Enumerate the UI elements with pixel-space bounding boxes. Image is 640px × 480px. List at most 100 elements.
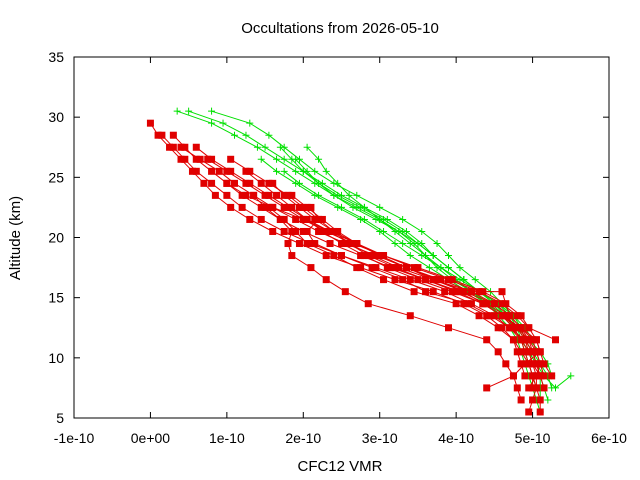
data-point-square xyxy=(502,360,510,368)
data-point-square xyxy=(238,203,246,211)
data-point-square xyxy=(246,167,254,175)
data-point-square xyxy=(288,227,296,235)
data-point-square xyxy=(368,264,376,272)
data-point-square xyxy=(483,312,491,320)
data-point-square xyxy=(437,276,445,284)
data-point-square xyxy=(395,264,403,272)
data-point-plus xyxy=(471,276,479,284)
data-point-square xyxy=(525,336,533,344)
y-tick-label: 25 xyxy=(48,169,64,185)
data-point-square xyxy=(357,264,365,272)
data-point-square xyxy=(456,288,464,296)
data-point-square xyxy=(529,336,537,344)
data-point-plus xyxy=(567,372,575,380)
data-point-plus xyxy=(418,227,426,235)
data-point-plus xyxy=(246,119,254,127)
data-point-square xyxy=(532,372,540,380)
data-point-square xyxy=(494,324,502,332)
data-point-square xyxy=(158,131,166,139)
data-point-square xyxy=(467,300,475,308)
data-point-plus xyxy=(280,167,288,175)
data-point-square xyxy=(383,264,391,272)
data-point-square xyxy=(364,252,372,260)
red-profile-series xyxy=(303,203,544,380)
data-point-square xyxy=(529,360,537,368)
data-point-square xyxy=(548,372,556,380)
data-point-square xyxy=(227,155,235,163)
data-point-plus xyxy=(391,240,399,248)
data-point-square xyxy=(509,372,517,380)
data-point-square xyxy=(223,179,231,187)
data-point-square xyxy=(521,336,529,344)
data-point-plus xyxy=(429,252,437,260)
data-point-square xyxy=(498,324,506,332)
data-point-square xyxy=(257,203,265,211)
data-point-square xyxy=(525,408,533,416)
data-point-plus xyxy=(257,155,265,163)
data-point-plus xyxy=(406,240,414,248)
data-point-square xyxy=(364,300,372,308)
data-point-square xyxy=(399,276,407,284)
data-point-square xyxy=(540,372,548,380)
data-point-square xyxy=(215,167,223,175)
x-tick-label: 4e-10 xyxy=(438,430,474,446)
data-point-square xyxy=(288,252,296,260)
data-point-square xyxy=(490,312,498,320)
data-point-square xyxy=(536,396,544,404)
data-point-square xyxy=(315,227,323,235)
data-point-plus xyxy=(219,119,227,127)
data-point-square xyxy=(341,240,349,248)
data-point-square xyxy=(276,215,284,223)
data-point-square xyxy=(295,203,303,211)
data-point-square xyxy=(353,240,361,248)
data-point-square xyxy=(498,288,506,296)
data-point-plus xyxy=(360,215,368,223)
chart-title: Occultations from 2026-05-10 xyxy=(241,20,439,37)
data-point-square xyxy=(536,360,544,368)
data-point-square xyxy=(460,300,468,308)
data-point-square xyxy=(242,179,250,187)
data-point-square xyxy=(402,264,410,272)
red-profile-series xyxy=(265,203,529,380)
data-point-plus xyxy=(349,203,357,211)
data-point-square xyxy=(204,155,212,163)
data-point-square xyxy=(257,215,265,223)
data-point-plus xyxy=(273,167,281,175)
data-point-square xyxy=(265,179,273,187)
y-tick-label: 35 xyxy=(48,49,64,65)
data-point-square xyxy=(330,252,338,260)
data-point-square xyxy=(452,288,460,296)
data-point-plus xyxy=(173,107,181,115)
data-point-square xyxy=(231,179,238,187)
data-point-square xyxy=(250,191,258,199)
data-point-plus xyxy=(315,179,323,187)
data-point-square xyxy=(307,203,315,211)
data-point-plus xyxy=(292,167,300,175)
data-point-square xyxy=(529,348,537,356)
data-point-square xyxy=(288,203,296,211)
data-point-plus xyxy=(303,167,311,175)
data-point-square xyxy=(529,384,537,392)
data-point-plus xyxy=(414,240,422,248)
data-point-plus xyxy=(311,167,319,175)
data-point-plus xyxy=(334,179,342,187)
data-point-square xyxy=(540,360,548,368)
data-point-square xyxy=(475,312,483,320)
data-point-square xyxy=(509,324,517,332)
data-point-square xyxy=(280,191,288,199)
data-point-square xyxy=(521,348,529,356)
data-point-square xyxy=(265,203,273,211)
data-point-square xyxy=(303,215,311,223)
data-point-square xyxy=(177,143,185,151)
red-profile-series xyxy=(288,191,544,392)
data-point-square xyxy=(506,324,514,332)
data-point-square xyxy=(536,408,544,416)
data-point-square xyxy=(380,252,388,260)
data-point-square xyxy=(506,312,514,320)
data-point-plus xyxy=(330,191,338,199)
data-point-square xyxy=(330,227,338,235)
data-point-square xyxy=(429,288,437,296)
data-point-square xyxy=(410,288,418,296)
data-point-square xyxy=(303,240,311,248)
data-point-square xyxy=(318,215,326,223)
